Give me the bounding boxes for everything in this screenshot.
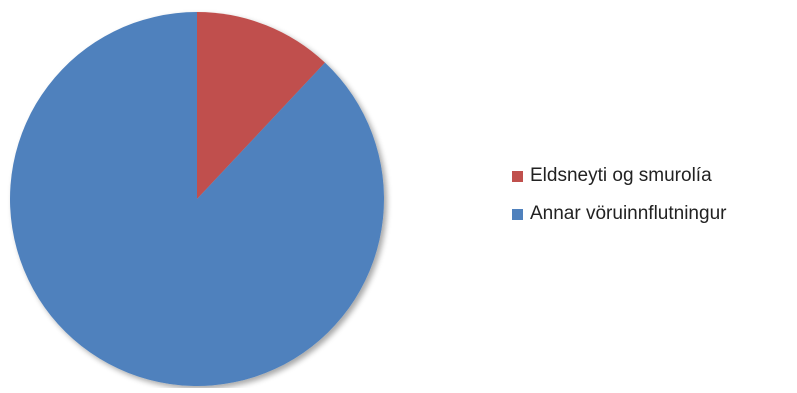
pie-slice-annar <box>10 12 385 386</box>
legend-item-eldsneyti: Eldsneyti og smurolía <box>512 164 726 188</box>
legend: Eldsneyti og smurolía Annar vöruinnflutn… <box>512 164 726 226</box>
legend-swatch-eldsneyti <box>512 170 523 182</box>
legend-swatch-annar <box>512 208 523 220</box>
pie-slice-eldsneyti <box>197 12 326 199</box>
legend-label-eldsneyti: Eldsneyti og smurolía <box>530 165 712 186</box>
legend-label-annar: Annar vöruinnflutningur <box>530 203 727 224</box>
legend-item-annar: Annar vöruinnflutningur <box>512 202 726 226</box>
